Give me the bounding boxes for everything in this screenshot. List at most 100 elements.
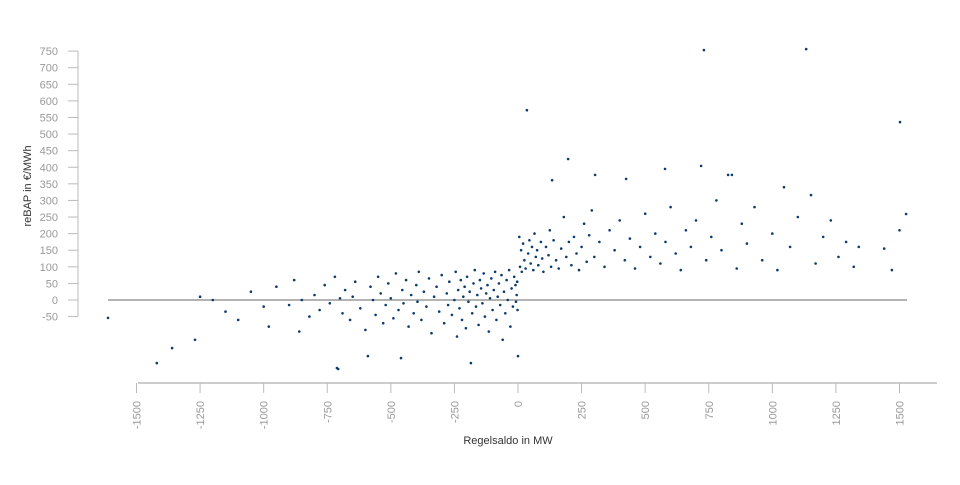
data-point bbox=[585, 260, 588, 264]
data-point bbox=[435, 285, 438, 289]
data-point bbox=[518, 235, 521, 239]
data-point bbox=[298, 330, 301, 333]
data-point bbox=[506, 298, 510, 302]
data-point bbox=[882, 247, 886, 250]
data-point bbox=[745, 242, 749, 245]
data-point bbox=[760, 258, 764, 262]
data-point bbox=[353, 280, 357, 284]
data-point bbox=[532, 268, 535, 272]
data-point bbox=[559, 247, 563, 250]
data-point bbox=[484, 292, 488, 295]
data-point bbox=[776, 268, 779, 272]
y-tick-label: 450 bbox=[40, 146, 58, 158]
data-point bbox=[539, 240, 543, 244]
x-tick-label: -1500 bbox=[132, 401, 144, 429]
x-axis: -1500 -1250 -1000 -750 -500 -250 0 250 500 750 100… bbox=[132, 382, 937, 429]
data-point bbox=[618, 219, 621, 222]
data-point bbox=[514, 283, 517, 287]
data-point bbox=[415, 283, 418, 287]
x-tick-label: -1250 bbox=[195, 401, 207, 429]
x-tick-label: -1000 bbox=[259, 401, 271, 429]
data-point bbox=[425, 305, 428, 308]
data-point bbox=[821, 235, 825, 239]
data-point bbox=[211, 298, 215, 302]
data-point bbox=[544, 245, 548, 249]
data-point bbox=[510, 287, 513, 290]
data-point bbox=[674, 252, 677, 255]
data-point bbox=[420, 318, 423, 322]
x-tick-label: -500 bbox=[386, 401, 398, 423]
data-point bbox=[496, 295, 500, 299]
data-point bbox=[308, 315, 311, 318]
data-point bbox=[432, 295, 436, 299]
x-tick-label: 0 bbox=[513, 401, 525, 407]
data-point bbox=[654, 232, 657, 235]
data-point bbox=[458, 307, 461, 310]
data-point bbox=[804, 47, 808, 51]
data-point bbox=[498, 303, 502, 307]
data-point bbox=[389, 297, 393, 300]
x-tick-label: 1500 bbox=[895, 401, 907, 425]
data-point bbox=[397, 308, 400, 312]
data-point bbox=[684, 229, 688, 232]
data-point bbox=[459, 278, 463, 282]
data-point bbox=[710, 235, 713, 239]
data-point bbox=[689, 245, 693, 249]
data-point bbox=[404, 278, 408, 282]
data-point bbox=[497, 282, 501, 285]
data-point bbox=[364, 328, 367, 332]
data-point bbox=[483, 315, 487, 318]
data-point bbox=[313, 293, 316, 297]
data-point bbox=[384, 303, 388, 307]
data-point bbox=[455, 335, 459, 338]
data-point bbox=[572, 235, 576, 239]
y-tick-label: 700 bbox=[40, 63, 58, 75]
y-tick-label: 0 bbox=[52, 295, 58, 307]
data-point bbox=[511, 305, 515, 308]
data-point bbox=[374, 313, 377, 317]
data-point bbox=[479, 287, 483, 290]
data-point bbox=[715, 199, 718, 202]
data-point bbox=[526, 252, 530, 255]
data-point bbox=[366, 354, 370, 358]
data-point bbox=[519, 248, 523, 252]
data-point bbox=[548, 229, 552, 232]
data-point bbox=[514, 300, 518, 304]
data-point bbox=[460, 318, 464, 322]
data-point bbox=[694, 219, 698, 222]
data-point bbox=[857, 245, 861, 249]
data-point bbox=[633, 267, 637, 270]
data-point bbox=[249, 290, 253, 294]
data-point bbox=[481, 302, 484, 305]
data-point bbox=[890, 268, 894, 272]
data-point bbox=[643, 212, 647, 215]
data-point bbox=[580, 245, 583, 249]
data-point bbox=[567, 240, 571, 244]
y-axis-title: reBAP in €/MWh bbox=[22, 145, 34, 226]
data-point bbox=[664, 240, 667, 244]
data-point bbox=[534, 255, 538, 259]
data-point bbox=[287, 303, 291, 307]
data-point bbox=[454, 270, 458, 274]
data-point bbox=[699, 164, 703, 168]
data-point bbox=[796, 215, 800, 219]
data-point bbox=[782, 185, 786, 189]
data-point bbox=[557, 267, 560, 270]
data-point bbox=[535, 248, 539, 252]
data-point bbox=[509, 325, 512, 328]
data-points bbox=[106, 47, 908, 371]
data-point bbox=[401, 288, 404, 292]
data-point bbox=[608, 229, 611, 232]
data-point bbox=[590, 209, 594, 212]
data-point bbox=[381, 321, 385, 325]
data-point bbox=[547, 253, 550, 257]
data-point bbox=[262, 305, 266, 308]
data-point bbox=[473, 268, 477, 272]
data-point bbox=[679, 268, 683, 272]
data-point bbox=[525, 108, 529, 112]
data-point bbox=[554, 258, 558, 262]
data-point bbox=[387, 282, 390, 285]
data-point bbox=[453, 298, 456, 302]
data-point bbox=[469, 361, 473, 365]
